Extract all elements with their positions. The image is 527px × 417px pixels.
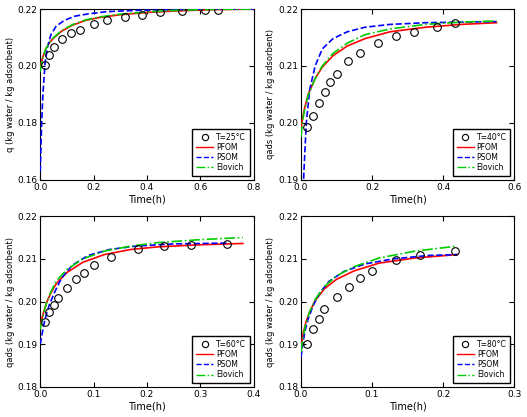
Legend: T=25°C, PFOM, PSOM, Elovich: T=25°C, PFOM, PSOM, Elovich [192, 129, 250, 176]
Y-axis label: qads (kg water / kg adsorbent): qads (kg water / kg adsorbent) [266, 30, 275, 159]
X-axis label: Time(h): Time(h) [128, 402, 166, 412]
Legend: T=40°C, PFOM, PSOM, Elovich: T=40°C, PFOM, PSOM, Elovich [453, 129, 511, 176]
Y-axis label: qads (kg water / kg adsorbent): qads (kg water / kg adsorbent) [266, 236, 275, 367]
Legend: T=60°C, PFOM, PSOM, Elovich: T=60°C, PFOM, PSOM, Elovich [192, 336, 250, 383]
Y-axis label: qads (kg water / kg adsorbent): qads (kg water / kg adsorbent) [6, 236, 15, 367]
X-axis label: Time(h): Time(h) [389, 194, 426, 204]
Legend: T=80°C, PFOM, PSOM, Elovich: T=80°C, PFOM, PSOM, Elovich [453, 336, 511, 383]
X-axis label: Time(h): Time(h) [389, 402, 426, 412]
Y-axis label: q (kg water / kg adsorbent): q (kg water / kg adsorbent) [6, 37, 15, 152]
X-axis label: Time(h): Time(h) [128, 194, 166, 204]
